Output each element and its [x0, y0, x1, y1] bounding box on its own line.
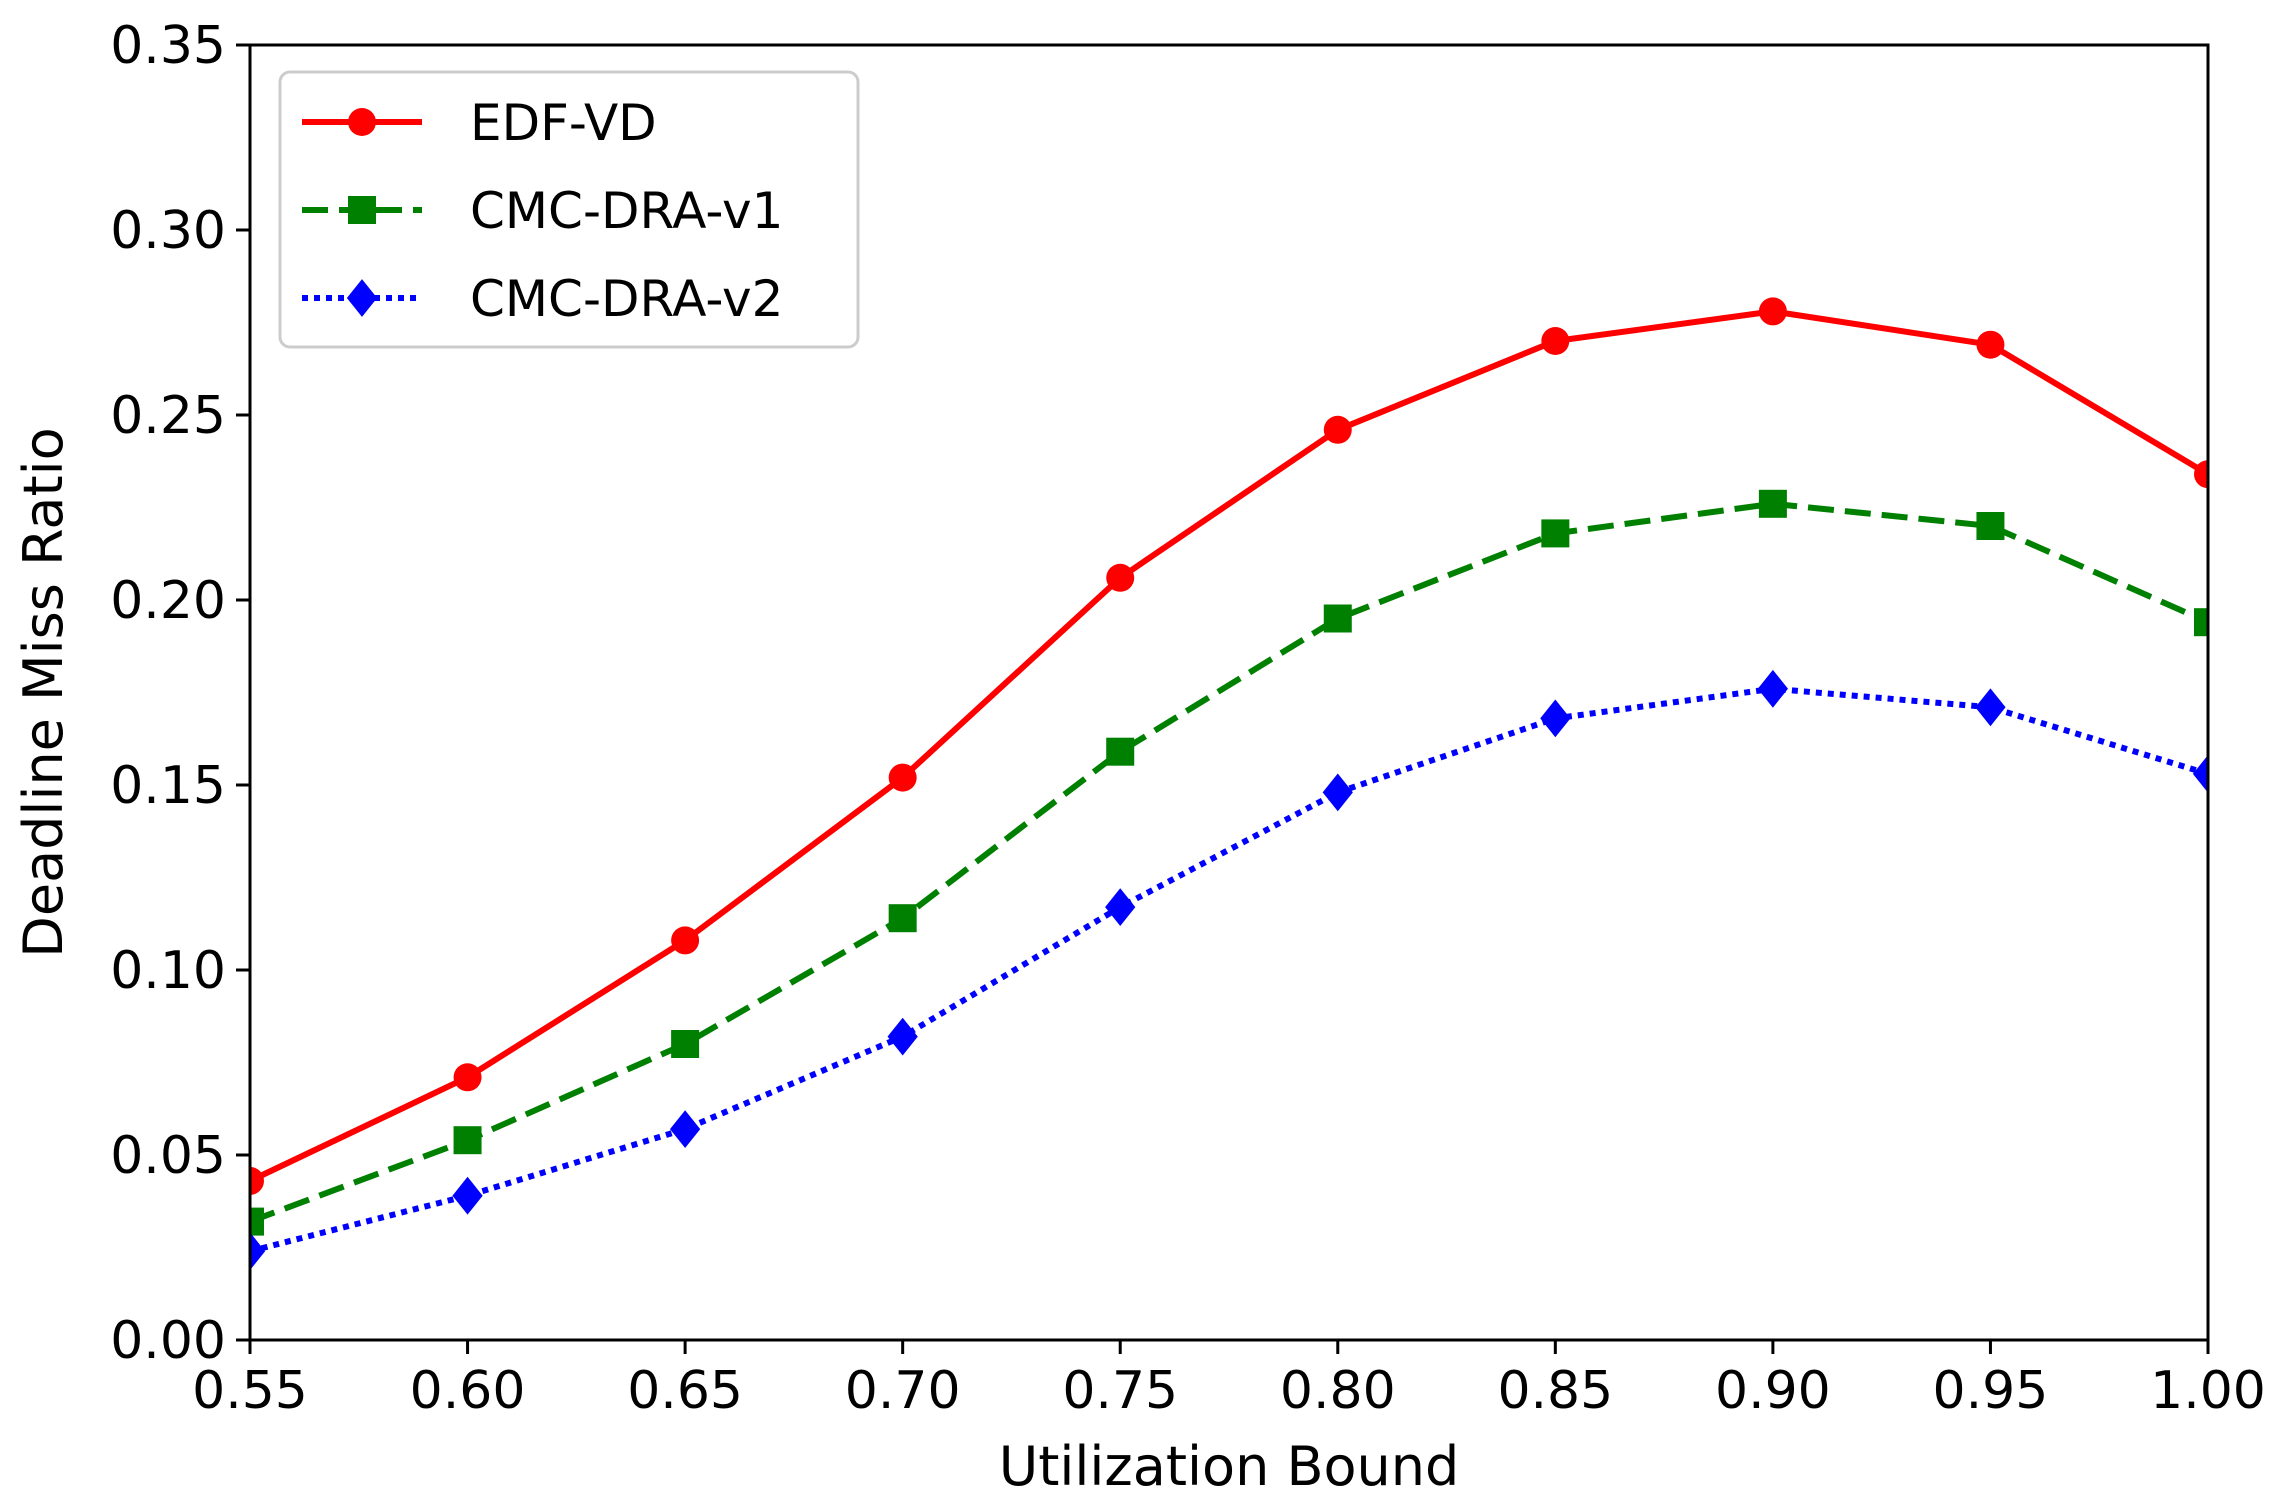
data-point-cmc-dra-v1	[671, 1030, 700, 1058]
data-point-edf-vd	[1541, 327, 1570, 355]
data-point-cmc-dra-v2	[669, 1110, 701, 1148]
data-point-edf-vd	[1976, 330, 2005, 359]
x-tick-label: 1.00	[2150, 1361, 2266, 1421]
x-tick-label: 0.60	[410, 1361, 526, 1421]
x-tick-label: 0.95	[1933, 1361, 2049, 1421]
legend-entry-cmc-dra-v2: CMC-DRA-v2	[302, 270, 783, 328]
legend-marker-cmc-dra-v2	[346, 279, 378, 317]
data-point-cmc-dra-v2	[2192, 755, 2208, 793]
data-point-edf-vd	[1106, 563, 1135, 592]
y-tick-label: 0.30	[110, 201, 226, 261]
series-group	[250, 297, 2208, 1271]
data-point-cmc-dra-v1	[1758, 489, 1787, 518]
series-line-edf-vd	[250, 308, 2208, 1184]
x-tick-label: 0.70	[845, 1361, 961, 1421]
x-tick-label: 0.65	[627, 1361, 743, 1421]
legend-label-edf-vd: EDF-VD	[470, 94, 657, 152]
data-point-cmc-dra-v2	[1105, 888, 1136, 926]
plot-frame	[248, 43, 2210, 1342]
data-point-cmc-dra-v2	[887, 1017, 918, 1056]
series-line-cmc-dra-v1	[250, 500, 2208, 1225]
x-tick-label: 0.90	[1715, 1361, 1831, 1421]
plot-area	[250, 297, 2208, 1271]
legend-label-cmc-dra-v1: CMC-DRA-v1	[470, 182, 783, 240]
y-tick-label: 0.00	[110, 1311, 226, 1371]
data-point-cmc-dra-v1	[453, 1126, 482, 1155]
y-tick-label: 0.35	[110, 16, 226, 76]
data-point-cmc-dra-v1	[888, 904, 917, 933]
legend-entry-edf-vd: EDF-VD	[302, 94, 657, 152]
y-tick-label: 0.05	[110, 1126, 226, 1186]
data-point-cmc-dra-v1	[1106, 737, 1135, 766]
x-axis-label: Utilization Bound	[999, 1435, 1460, 1498]
x-tick-label: 0.85	[1497, 1361, 1613, 1421]
data-point-cmc-dra-v2	[1975, 688, 2006, 727]
x-tick-label: 0.75	[1062, 1361, 1178, 1421]
data-point-cmc-dra-v2	[250, 1232, 266, 1271]
data-point-cmc-dra-v1	[1323, 604, 1352, 633]
series-line-cmc-dra-v2	[250, 685, 2208, 1255]
series-edf-vd	[250, 297, 2208, 1195]
data-point-cmc-dra-v2	[1757, 669, 1789, 708]
data-point-edf-vd	[671, 926, 700, 955]
y-tick-label: 0.20	[110, 571, 226, 631]
legend-entry-cmc-dra-v1: CMC-DRA-v1	[302, 182, 783, 240]
series-cmc-dra-v2	[250, 669, 2208, 1271]
data-point-cmc-dra-v1	[1541, 519, 1570, 548]
legend-marker-cmc-dra-v1	[348, 196, 376, 224]
y-tick-label: 0.15	[110, 756, 226, 816]
data-point-edf-vd	[250, 1166, 264, 1195]
data-point-cmc-dra-v1	[2194, 608, 2208, 637]
data-point-cmc-dra-v1	[1976, 512, 2005, 540]
data-point-edf-vd	[1323, 415, 1352, 444]
data-point-edf-vd	[453, 1063, 482, 1092]
y-tick-label: 0.25	[110, 386, 226, 446]
data-point-cmc-dra-v2	[452, 1176, 483, 1215]
y-axis-label: Deadline Miss Ratio	[12, 427, 75, 957]
data-point-edf-vd	[2194, 460, 2208, 489]
x-tick-label: 0.80	[1280, 1361, 1396, 1421]
legend-label-cmc-dra-v2: CMC-DRA-v2	[470, 270, 783, 328]
y-tick-label: 0.10	[110, 941, 226, 1001]
data-point-edf-vd	[888, 763, 917, 792]
data-point-cmc-dra-v2	[1540, 699, 1571, 738]
series-cmc-dra-v1	[250, 489, 2208, 1236]
data-point-edf-vd	[1758, 297, 1787, 326]
legend-box	[278, 70, 860, 349]
legend-marker-edf-vd	[348, 108, 376, 136]
data-point-cmc-dra-v1	[250, 1207, 264, 1236]
x-tick-label: 0.55	[192, 1361, 308, 1421]
data-point-cmc-dra-v2	[1322, 773, 1353, 812]
legend: EDF-VD CMC-DRA-v1 CMC-DRA-v2	[278, 70, 860, 349]
axes: 0.55 0.60 0.65 0.70 0.75 0.80 0.85 0.90 0.95 1.00…	[110, 16, 2266, 1421]
